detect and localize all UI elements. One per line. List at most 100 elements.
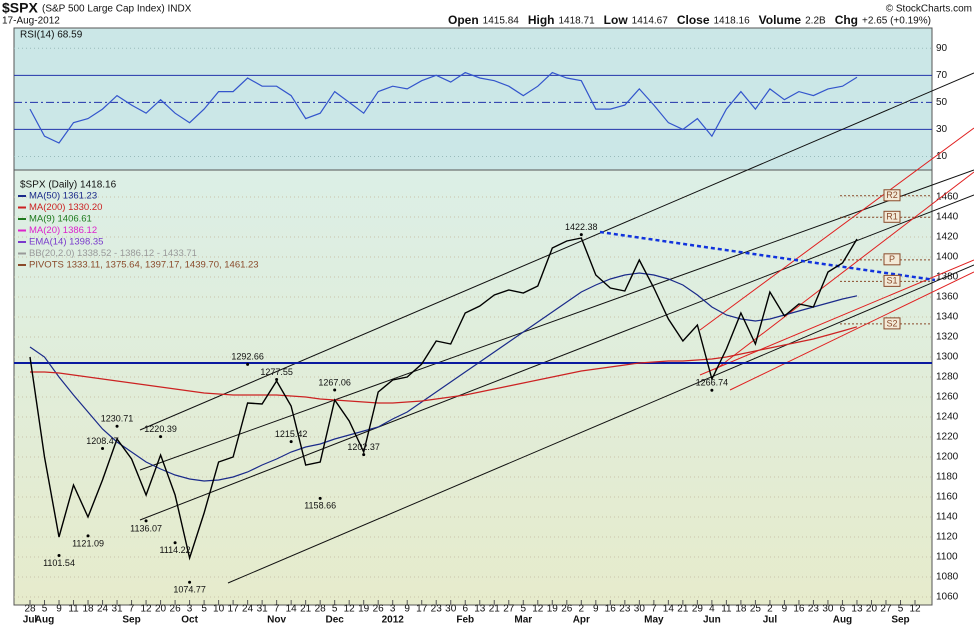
annotation-point bbox=[115, 424, 119, 428]
price-label: $SPX (Daily) 1418.16 bbox=[20, 180, 117, 191]
pivot-box bbox=[883, 274, 901, 287]
x-day-label: 6 bbox=[462, 604, 468, 615]
x-day-label: 30 bbox=[634, 604, 646, 615]
x-day-label: 5 bbox=[332, 604, 338, 615]
quote-label: Chg bbox=[835, 13, 858, 27]
price-line bbox=[29, 237, 858, 561]
legend-label: PIVOTS 1333.11, 1375.64, 1397.17, 1439.7… bbox=[29, 260, 259, 271]
annotation-point bbox=[159, 435, 163, 439]
pivot-box bbox=[883, 317, 901, 330]
x-day-label: 17 bbox=[416, 604, 428, 615]
annotation-point bbox=[579, 233, 583, 237]
x-day-label: 18 bbox=[735, 604, 747, 615]
x-day-label: 13 bbox=[851, 604, 863, 615]
annotation-point bbox=[246, 362, 250, 366]
x-day-label: 20 bbox=[155, 604, 167, 615]
pivot-box bbox=[883, 253, 901, 266]
quote-label: Close bbox=[677, 13, 710, 27]
x-day-label: 24 bbox=[242, 604, 254, 615]
annotation-label: 1074.77 bbox=[173, 585, 206, 595]
x-day-label: 26 bbox=[170, 604, 182, 615]
x-month-label: Jul bbox=[763, 615, 778, 625]
x-day-label: 3 bbox=[187, 604, 193, 615]
x-day-label: 27 bbox=[880, 604, 892, 615]
x-day-label: 5 bbox=[201, 604, 207, 615]
x-day-label: 7 bbox=[651, 604, 657, 615]
x-day-label: 12 bbox=[909, 604, 921, 615]
x-day-label: 28 bbox=[24, 604, 36, 615]
x-day-label: 9 bbox=[404, 604, 410, 615]
trend-line bbox=[227, 264, 974, 584]
y-tick-label: 1320 bbox=[936, 332, 959, 343]
y-tick-label: 1460 bbox=[936, 192, 959, 203]
y-tick-label: 1280 bbox=[936, 372, 959, 383]
ma-line bbox=[30, 326, 858, 404]
x-day-label: 7 bbox=[274, 604, 280, 615]
y-tick-label: 1340 bbox=[936, 312, 959, 323]
y-tick-label: 1100 bbox=[936, 552, 958, 563]
quote-label: High bbox=[528, 13, 555, 27]
x-day-label: 21 bbox=[489, 604, 501, 615]
pivot-label: P bbox=[889, 254, 895, 264]
x-day-label: 27 bbox=[503, 604, 515, 615]
x-month-label: Sep bbox=[891, 615, 909, 625]
quote-value: 1415.84 bbox=[483, 16, 520, 27]
subtitle: (S&P 500 Large Cap Index) INDX bbox=[42, 4, 192, 15]
annotation-point bbox=[86, 534, 90, 538]
x-day-label: 13 bbox=[474, 604, 486, 615]
annotation-point bbox=[144, 519, 148, 523]
x-day-label: 9 bbox=[782, 604, 788, 615]
x-day-label: 16 bbox=[605, 604, 617, 615]
annotation-label: 1422.38 bbox=[565, 222, 598, 232]
annotation-label: 1267.06 bbox=[318, 377, 351, 387]
y-tick-label: 1380 bbox=[936, 272, 959, 283]
x-month-label: Dec bbox=[325, 615, 344, 625]
x-day-label: 5 bbox=[898, 604, 904, 615]
annotation-point bbox=[173, 541, 177, 545]
annotation-point bbox=[57, 553, 61, 557]
annotation-point bbox=[362, 453, 366, 457]
annotation-point bbox=[188, 580, 192, 584]
x-day-label: 16 bbox=[793, 604, 805, 615]
x-day-label: 18 bbox=[82, 604, 94, 615]
legend-label: EMA(14) 1398.35 bbox=[29, 237, 103, 248]
legend-label: MA(9) 1406.61 bbox=[29, 214, 92, 225]
x-day-label: 19 bbox=[358, 604, 370, 615]
x-day-label: 4 bbox=[709, 604, 715, 615]
x-day-label: 26 bbox=[373, 604, 385, 615]
annotation-point bbox=[275, 377, 279, 381]
annotation-label: 1292.66 bbox=[231, 352, 264, 362]
annotation-label: 1277.55 bbox=[260, 367, 293, 377]
rsi-label: RSI(14) 68.59 bbox=[20, 30, 83, 41]
x-day-label: 29 bbox=[692, 604, 704, 615]
pivot-box bbox=[883, 189, 901, 202]
x-day-label: 9 bbox=[593, 604, 599, 615]
annotation-label: 1158.66 bbox=[304, 501, 336, 511]
rsi-line bbox=[29, 71, 858, 144]
x-day-label: 14 bbox=[663, 604, 675, 615]
x-month-label: Jun bbox=[703, 615, 721, 625]
x-day-label: 9 bbox=[56, 604, 62, 615]
legend-label: MA(50) 1361.23 bbox=[29, 191, 97, 202]
quote-value: 1418.16 bbox=[714, 16, 751, 27]
annotation-label: 1202.37 bbox=[347, 442, 380, 452]
symbol: $SPX bbox=[2, 0, 38, 16]
y-tick-label: 1180 bbox=[936, 472, 958, 483]
x-day-label: 12 bbox=[532, 604, 544, 615]
x-day-label: 30 bbox=[445, 604, 457, 615]
x-month-label: Feb bbox=[456, 615, 474, 625]
rsi-tick-label: 30 bbox=[936, 124, 948, 135]
x-day-label: 11 bbox=[721, 604, 732, 615]
x-month-label: Aug bbox=[833, 615, 852, 625]
trend-line bbox=[139, 194, 974, 521]
rsi-panel bbox=[13, 27, 933, 171]
legend-label: MA(20) 1386.12 bbox=[29, 225, 97, 236]
x-day-label: 31 bbox=[111, 604, 123, 615]
y-tick-label: 1420 bbox=[936, 232, 959, 243]
x-day-label: 21 bbox=[677, 604, 689, 615]
x-day-label: 6 bbox=[840, 604, 846, 615]
x-month-label: Oct bbox=[181, 615, 198, 625]
x-day-label: 20 bbox=[866, 604, 878, 615]
x-day-label: 10 bbox=[213, 604, 225, 615]
x-day-label: 24 bbox=[97, 604, 109, 615]
